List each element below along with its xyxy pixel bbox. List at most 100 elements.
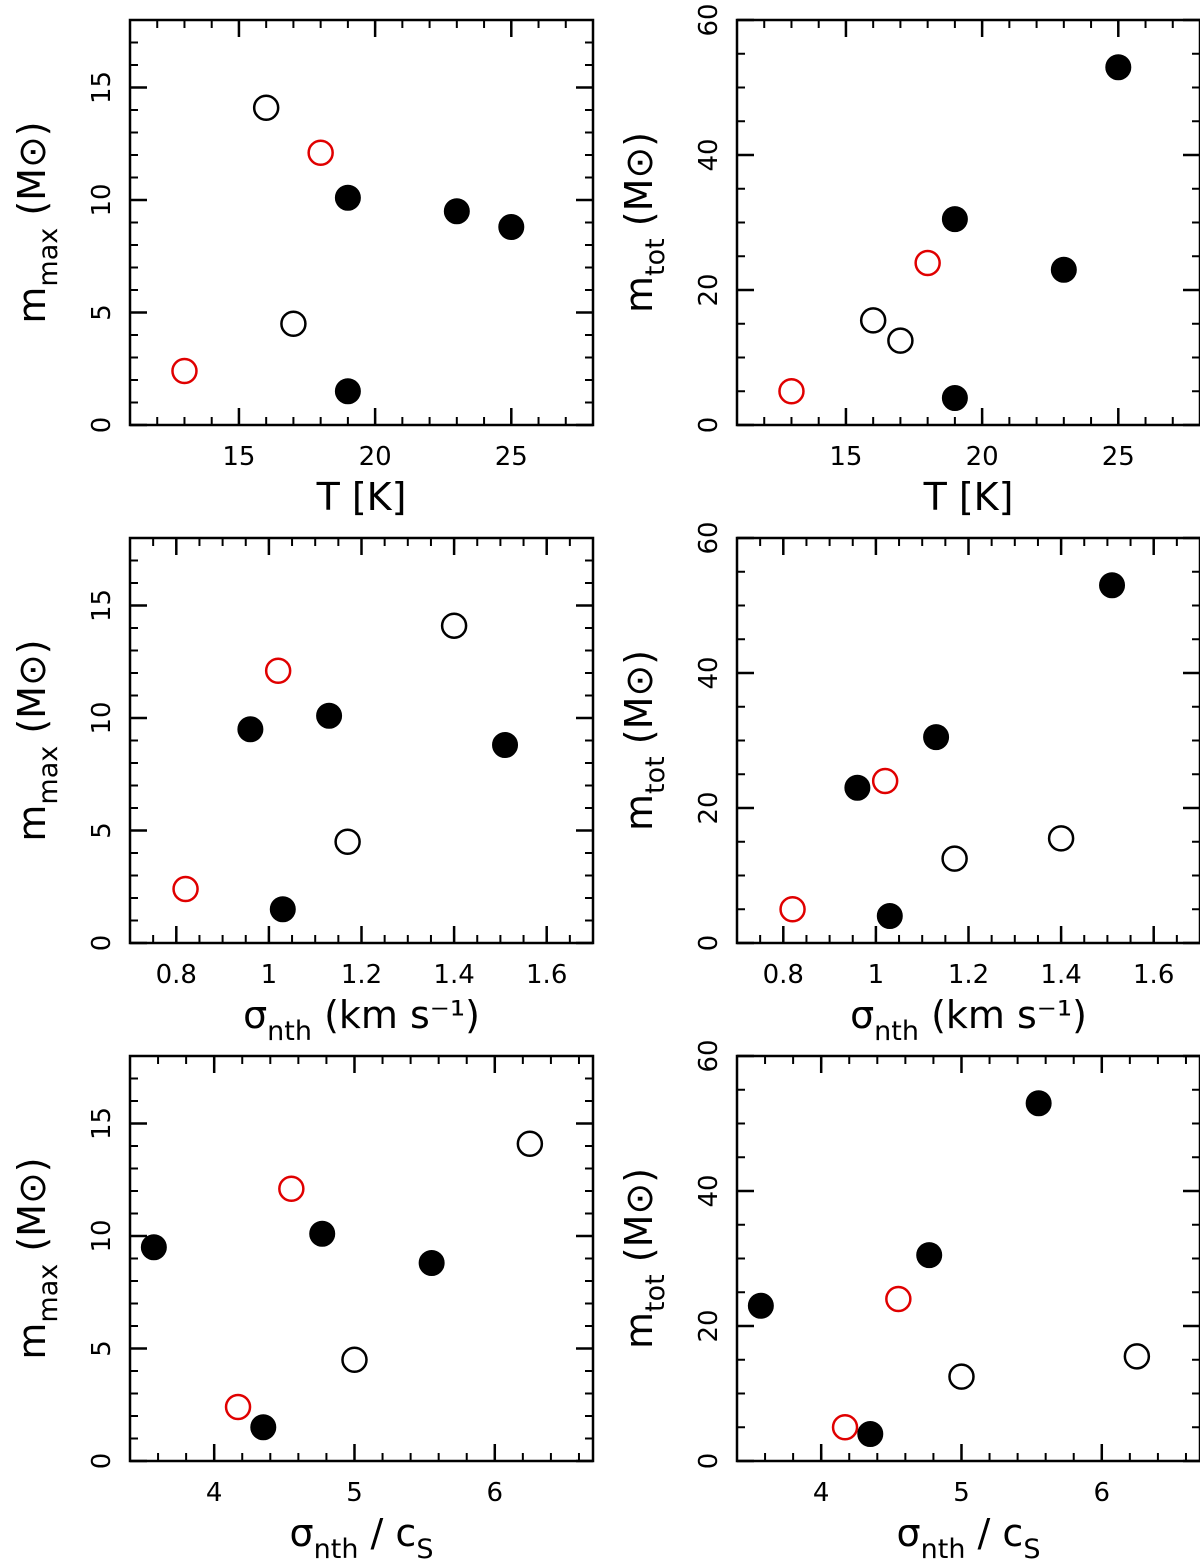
x-axis-label: σnth (km s⁻¹) <box>243 993 480 1047</box>
data-point <box>252 94 280 121</box>
data-point <box>885 1285 912 1313</box>
x-tick-label: 1 <box>868 960 885 990</box>
y-tick-label: 15 <box>87 71 117 104</box>
y-axis-label: mtot (M⊙) <box>617 132 671 313</box>
y-tick-label: 40 <box>694 138 724 171</box>
data-point <box>316 702 343 729</box>
data-point <box>1123 1343 1151 1370</box>
data-point <box>941 845 968 872</box>
x-tick-label: 6 <box>1094 1478 1111 1508</box>
plot-frame <box>128 1054 595 1463</box>
x-tick-label: 25 <box>495 442 528 472</box>
y-tick-label: 0 <box>694 417 724 434</box>
data-point <box>876 903 903 929</box>
x-tick-label: 6 <box>487 1478 504 1508</box>
y-tick-label: 5 <box>87 822 117 839</box>
y-tick-label: 15 <box>87 1107 117 1140</box>
y-tick-label: 40 <box>694 656 724 689</box>
x-tick-label: 25 <box>1102 442 1135 472</box>
y-axis-label: mmax (M⊙) <box>10 639 64 841</box>
data-point <box>250 1414 277 1441</box>
data-point <box>443 198 470 225</box>
y-tick-label: 0 <box>87 417 117 434</box>
panel-2: 0.8 1 1.2 1.4 1.6 0 5 10 15 σnth (km s⁻¹) mmax (M⊙… <box>10 536 595 1047</box>
data-point <box>418 1250 445 1276</box>
data-point <box>887 327 914 354</box>
data-point <box>492 732 519 758</box>
data-point <box>778 378 805 405</box>
y-axis-label: mmax (M⊙) <box>10 1157 64 1359</box>
y-tick-label: 5 <box>87 1340 117 1357</box>
x-tick-label: 1.4 <box>433 960 474 990</box>
y-tick-label: 10 <box>87 701 117 734</box>
data-point <box>831 1414 859 1441</box>
y-axis-label: mmax (M⊙) <box>10 121 64 323</box>
y-tick-label: 60 <box>694 521 724 554</box>
data-point <box>941 206 968 233</box>
data-point <box>1099 572 1126 599</box>
data-point <box>309 1220 336 1247</box>
x-axis-label: σnth / cS <box>897 1511 1041 1561</box>
x-axis-label: σnth (km s⁻¹) <box>850 993 1087 1047</box>
data-point <box>334 828 361 855</box>
data-point <box>948 1363 975 1390</box>
panel-4: 4 5 6 0 5 10 15 σnth / cS mmax (M⊙) <box>10 1054 595 1561</box>
plot-frame <box>735 18 1200 427</box>
y-tick-label: 5 <box>87 304 117 321</box>
data-point <box>334 378 361 405</box>
y-tick-label: 0 <box>87 1453 117 1470</box>
y-tick-label: 0 <box>87 935 117 952</box>
y-tick-label: 10 <box>87 183 117 216</box>
data-point <box>278 1175 305 1202</box>
data-point <box>140 1234 167 1261</box>
data-point <box>857 1421 884 1447</box>
x-axis-label: T [K] <box>316 475 407 519</box>
x-tick-label: 1.2 <box>948 960 989 990</box>
x-tick-label: 1 <box>261 960 278 990</box>
plot-frame <box>128 18 595 427</box>
x-axis-label: T [K] <box>923 475 1014 519</box>
x-tick-label: 20 <box>359 442 392 472</box>
y-tick-label: 20 <box>694 1309 724 1342</box>
x-tick-label: 20 <box>966 442 999 472</box>
data-point <box>264 657 292 684</box>
data-point <box>1105 54 1132 81</box>
panel-1: 15 20 25 0 20 40 60 T [K] mtot (M⊙) <box>617 3 1200 519</box>
y-axis-label: mtot (M⊙) <box>617 1168 671 1349</box>
y-tick-label: 20 <box>694 791 724 824</box>
data-point <box>516 1130 544 1157</box>
plot-frame <box>735 1054 1200 1463</box>
data-point <box>914 249 941 277</box>
x-tick-label: 1.4 <box>1040 960 1081 990</box>
y-tick-label: 10 <box>87 1219 117 1252</box>
x-tick-label: 5 <box>346 1478 363 1508</box>
x-tick-label: 0.8 <box>156 960 197 990</box>
data-point <box>844 774 871 801</box>
x-tick-label: 1.6 <box>1133 960 1174 990</box>
x-axis-label: σnth / cS <box>290 1511 434 1561</box>
data-point <box>941 385 968 411</box>
x-tick-label: 15 <box>222 442 255 472</box>
data-point <box>341 1346 368 1373</box>
data-point <box>224 1393 252 1421</box>
panel-0: 15 20 25 0 5 10 15 T [K] mmax (M⊙) <box>10 18 595 519</box>
plot-frame <box>735 536 1200 945</box>
data-point <box>1025 1090 1052 1117</box>
y-tick-label: 20 <box>694 273 724 306</box>
y-tick-label: 15 <box>87 589 117 622</box>
data-point <box>1047 825 1075 852</box>
x-tick-label: 4 <box>206 1478 223 1508</box>
y-tick-label: 0 <box>694 1453 724 1470</box>
data-point <box>280 310 307 337</box>
data-point <box>498 214 525 240</box>
plot-frame <box>128 536 595 945</box>
y-axis-label: mtot (M⊙) <box>617 650 671 831</box>
data-point <box>871 767 899 795</box>
x-tick-label: 1.2 <box>341 960 382 990</box>
data-point <box>334 184 361 211</box>
x-tick-label: 1.6 <box>526 960 567 990</box>
data-point <box>779 896 806 923</box>
y-tick-label: 60 <box>694 1039 724 1072</box>
